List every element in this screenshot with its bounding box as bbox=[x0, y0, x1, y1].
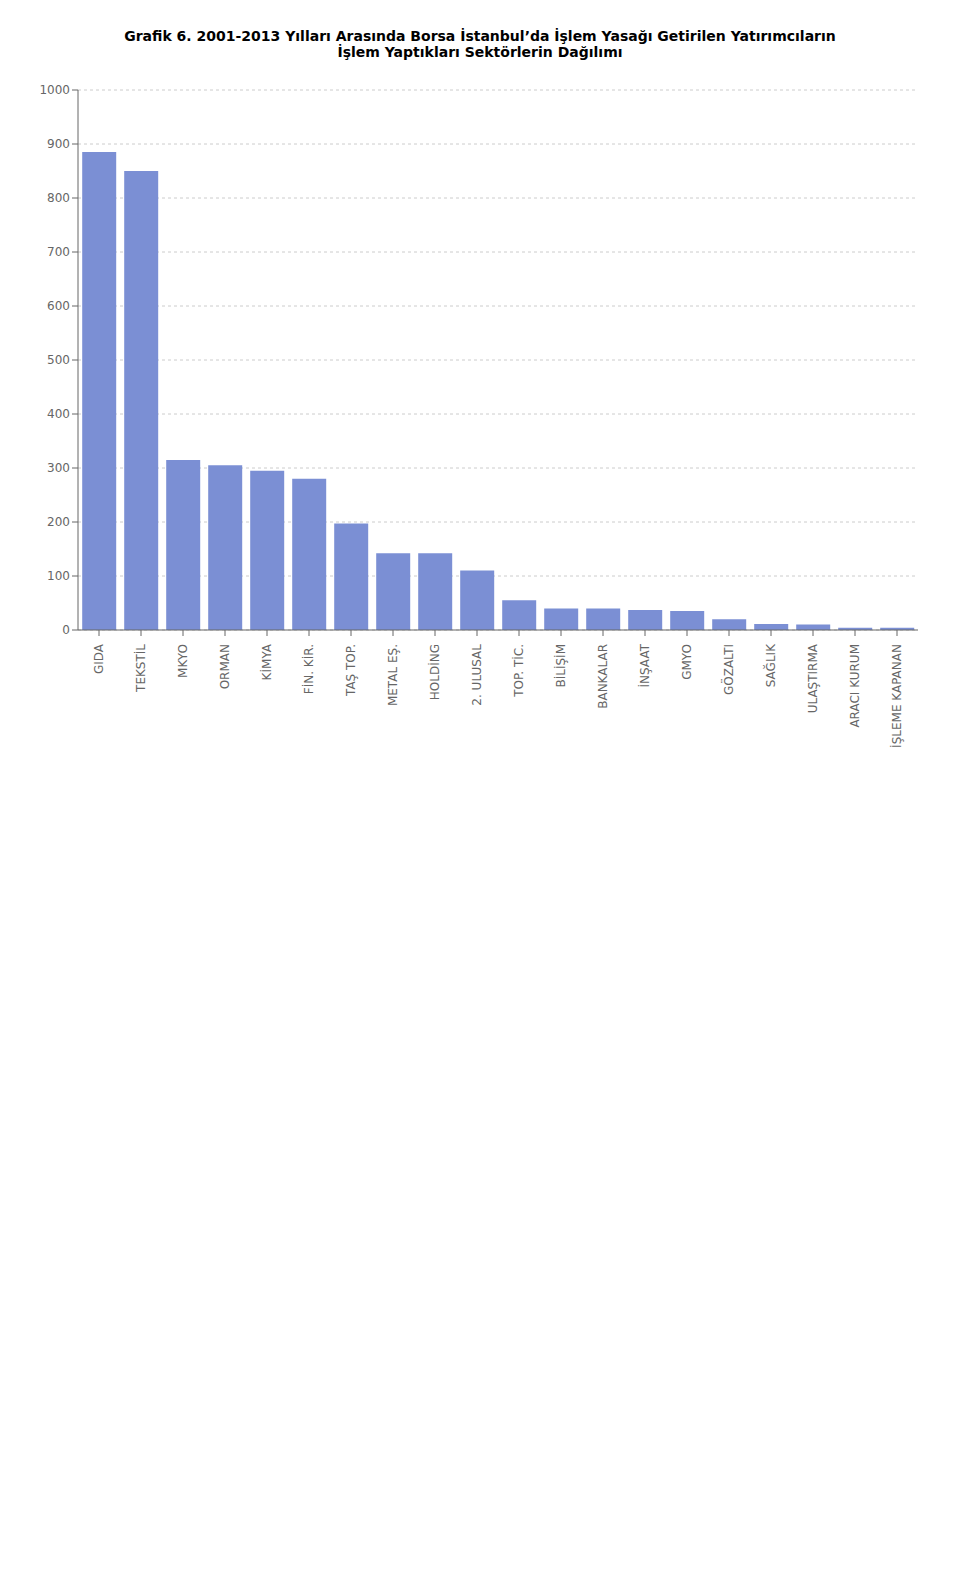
svg-text:MKYO: MKYO bbox=[176, 644, 190, 678]
svg-text:SAĞLIK: SAĞLIK bbox=[763, 643, 778, 687]
svg-text:900: 900 bbox=[47, 137, 70, 151]
svg-text:100: 100 bbox=[47, 569, 70, 583]
svg-text:0: 0 bbox=[62, 623, 70, 637]
svg-text:200: 200 bbox=[47, 515, 70, 529]
svg-text:700: 700 bbox=[47, 245, 70, 259]
svg-text:ORMAN: ORMAN bbox=[218, 644, 232, 689]
svg-text:ULAŞTIRMA: ULAŞTIRMA bbox=[806, 643, 820, 713]
svg-text:300: 300 bbox=[47, 461, 70, 475]
svg-text:İNŞAAT: İNŞAAT bbox=[637, 643, 652, 687]
svg-text:BANKALAR: BANKALAR bbox=[596, 644, 610, 709]
svg-text:GIDA: GIDA bbox=[92, 643, 106, 674]
svg-text:600: 600 bbox=[47, 299, 70, 313]
svg-text:ARACI KURUM: ARACI KURUM bbox=[848, 644, 862, 728]
svg-text:İŞLEME KAPANAN: İŞLEME KAPANAN bbox=[889, 644, 904, 748]
svg-text:KİMYA: KİMYA bbox=[259, 643, 274, 680]
svg-text:TEKSTİL: TEKSTİL bbox=[133, 644, 148, 693]
svg-text:400: 400 bbox=[47, 407, 70, 421]
svg-text:800: 800 bbox=[47, 191, 70, 205]
svg-text:1000: 1000 bbox=[39, 83, 70, 97]
svg-text:BİLİŞİM: BİLİŞİM bbox=[553, 644, 568, 688]
svg-text:METAL EŞ.: METAL EŞ. bbox=[386, 644, 400, 706]
svg-text:GMYO: GMYO bbox=[680, 644, 694, 680]
svg-text:HOLDİNG: HOLDİNG bbox=[427, 644, 442, 700]
svg-text:2. ULUSAL: 2. ULUSAL bbox=[470, 644, 484, 706]
svg-text:TAŞ TOP.: TAŞ TOP. bbox=[344, 644, 358, 697]
html-text:İşlem Yaptıkları Sektörlerin D: İşlem Yaptıkları Sektörlerin Dağılımı bbox=[337, 44, 623, 60]
html-text:Grafik 6. 2001-2013 Yılları Ar: Grafik 6. 2001-2013 Yılları Arasında Bor… bbox=[124, 28, 836, 44]
svg-text:500: 500 bbox=[47, 353, 70, 367]
svg-text:GÖZALTI: GÖZALTI bbox=[720, 644, 736, 695]
svg-text:FİN. KİR.: FİN. KİR. bbox=[301, 644, 316, 694]
svg-text:TOP. TİC.: TOP. TİC. bbox=[511, 644, 526, 698]
